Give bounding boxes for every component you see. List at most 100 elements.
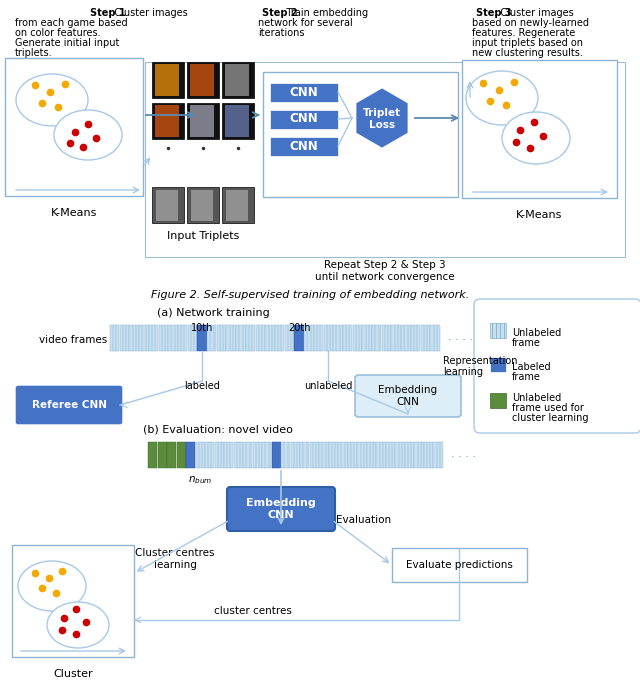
Text: Embedding
CNN: Embedding CNN xyxy=(378,385,438,406)
Bar xyxy=(129,325,139,351)
Text: Unlabeled: Unlabeled xyxy=(512,328,561,338)
Ellipse shape xyxy=(502,112,570,164)
Bar xyxy=(177,442,186,468)
Text: : Cluster images: : Cluster images xyxy=(494,8,573,18)
Bar xyxy=(159,325,168,351)
Text: CNN: CNN xyxy=(290,139,318,152)
FancyBboxPatch shape xyxy=(263,72,458,197)
Bar xyxy=(430,325,440,351)
Bar xyxy=(266,325,275,351)
Text: new clustering results.: new clustering results. xyxy=(472,48,583,58)
Ellipse shape xyxy=(47,602,109,648)
Text: until network convergence: until network convergence xyxy=(315,272,455,282)
Text: : Train embedding: : Train embedding xyxy=(280,8,368,18)
Bar xyxy=(314,325,323,351)
FancyBboxPatch shape xyxy=(226,190,248,221)
Text: Cluster centres: Cluster centres xyxy=(135,548,215,558)
Text: Step 2: Step 2 xyxy=(262,8,298,18)
Bar xyxy=(262,442,271,468)
Text: Labeled: Labeled xyxy=(512,362,550,372)
FancyBboxPatch shape xyxy=(15,385,123,425)
Text: unlabeled: unlabeled xyxy=(304,381,353,391)
FancyBboxPatch shape xyxy=(222,103,254,139)
FancyBboxPatch shape xyxy=(227,487,335,531)
Bar xyxy=(329,442,338,468)
Text: frame: frame xyxy=(512,338,541,348)
Bar xyxy=(207,325,216,351)
Text: Loss: Loss xyxy=(369,120,395,130)
Text: cluster learning: cluster learning xyxy=(512,413,589,423)
Bar xyxy=(149,325,158,351)
Bar xyxy=(386,442,395,468)
Bar xyxy=(433,442,443,468)
Bar xyxy=(304,325,314,351)
Text: CNN: CNN xyxy=(290,86,318,99)
Bar xyxy=(411,325,420,351)
Bar xyxy=(420,325,430,351)
FancyBboxPatch shape xyxy=(490,323,506,338)
Bar xyxy=(392,325,401,351)
Text: Step 1: Step 1 xyxy=(90,8,125,18)
Bar xyxy=(300,442,310,468)
Bar xyxy=(339,442,348,468)
Text: (b) Evaluation: novel video: (b) Evaluation: novel video xyxy=(143,425,293,435)
Text: from each game based: from each game based xyxy=(15,18,127,28)
Bar xyxy=(236,325,246,351)
FancyBboxPatch shape xyxy=(355,375,461,417)
Bar xyxy=(382,325,391,351)
FancyBboxPatch shape xyxy=(187,187,219,223)
Bar xyxy=(324,325,333,351)
Text: Figure 2. Self-supervised training of embedding network.: Figure 2. Self-supervised training of em… xyxy=(151,290,469,300)
FancyBboxPatch shape xyxy=(155,64,179,96)
Text: Evaluate predictions: Evaluate predictions xyxy=(406,560,513,570)
Bar xyxy=(275,325,284,351)
Text: triplets.: triplets. xyxy=(15,48,52,58)
Bar xyxy=(348,442,357,468)
Text: frame used for: frame used for xyxy=(512,403,584,413)
Bar xyxy=(168,325,178,351)
Bar xyxy=(285,325,294,351)
Bar xyxy=(110,325,120,351)
Text: · · · ·: · · · · xyxy=(448,335,473,345)
FancyBboxPatch shape xyxy=(152,62,184,98)
Bar xyxy=(186,442,195,468)
FancyBboxPatch shape xyxy=(187,103,219,139)
FancyBboxPatch shape xyxy=(225,64,249,96)
Ellipse shape xyxy=(466,71,538,125)
Text: cluster centres: cluster centres xyxy=(214,606,292,616)
Text: $n_{bum}$: $n_{bum}$ xyxy=(188,474,212,486)
FancyBboxPatch shape xyxy=(12,545,134,657)
FancyBboxPatch shape xyxy=(152,187,184,223)
FancyBboxPatch shape xyxy=(474,299,640,433)
Bar xyxy=(367,442,376,468)
Text: features. Regenerate: features. Regenerate xyxy=(472,28,575,38)
FancyBboxPatch shape xyxy=(5,58,143,196)
Bar xyxy=(139,325,148,351)
Text: on color features.: on color features. xyxy=(15,28,100,38)
Bar xyxy=(333,325,342,351)
Bar xyxy=(227,325,236,351)
Text: (a) Network training: (a) Network training xyxy=(157,308,269,318)
Bar xyxy=(376,442,386,468)
Bar xyxy=(401,325,411,351)
FancyBboxPatch shape xyxy=(222,187,254,223)
FancyBboxPatch shape xyxy=(155,105,179,137)
Text: Generate initial input: Generate initial input xyxy=(15,38,120,48)
Text: K-Means: K-Means xyxy=(516,210,562,220)
Bar xyxy=(343,325,353,351)
Ellipse shape xyxy=(18,561,86,611)
Bar xyxy=(372,325,381,351)
Bar xyxy=(217,325,226,351)
Bar xyxy=(310,442,319,468)
FancyBboxPatch shape xyxy=(490,357,506,372)
Bar xyxy=(214,442,224,468)
Text: Triplet: Triplet xyxy=(363,108,401,118)
Bar xyxy=(157,442,167,468)
Text: Referee CNN: Referee CNN xyxy=(31,400,106,410)
Ellipse shape xyxy=(54,110,122,160)
Text: input triplets based on: input triplets based on xyxy=(472,38,583,48)
Text: video frames: video frames xyxy=(39,335,107,345)
Text: based on newly-learned: based on newly-learned xyxy=(472,18,589,28)
Bar xyxy=(148,442,157,468)
Bar xyxy=(196,442,205,468)
